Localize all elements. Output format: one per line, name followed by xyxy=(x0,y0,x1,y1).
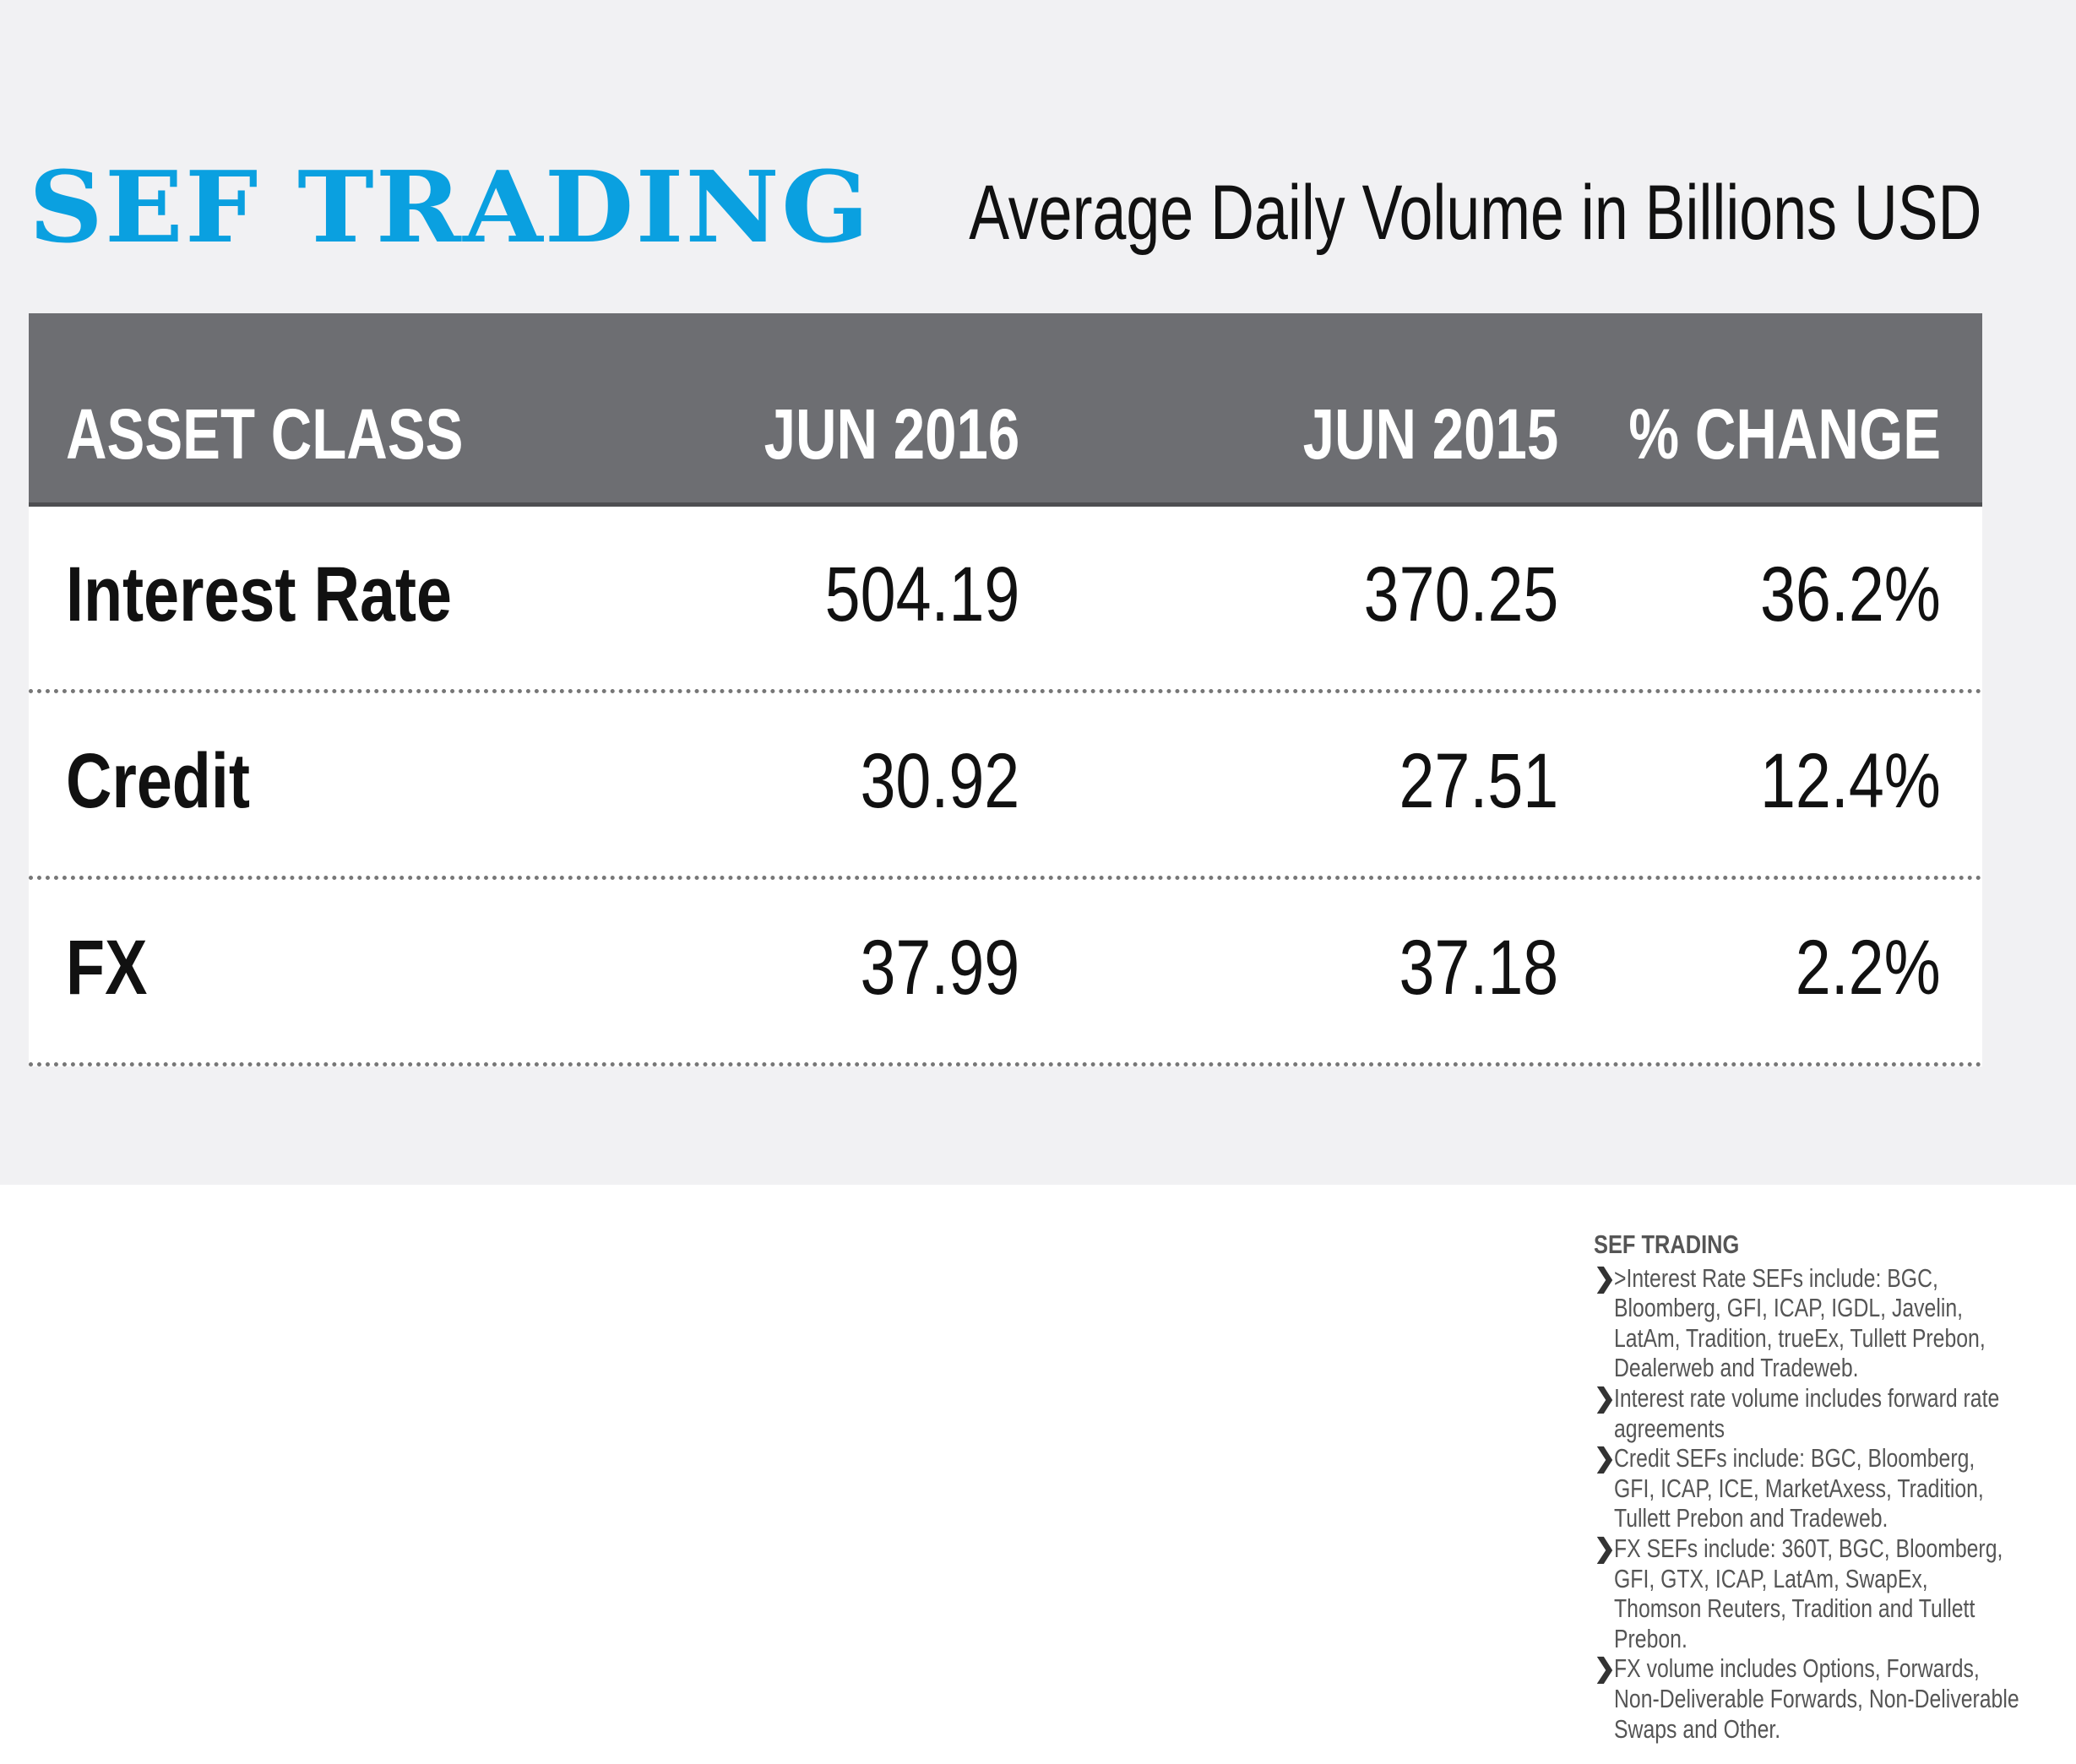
column-header-jun-2016: JUN 2016 xyxy=(764,394,1019,474)
asset-class-cell: Credit xyxy=(66,738,250,824)
table-row: Interest Rate 504.19 370.25 36.2% xyxy=(29,507,1982,693)
footnote-item: ❯ FX SEFs include: 360T, BGC, Bloomberg, … xyxy=(1594,1533,2003,1653)
jun-2015-cell: 27.51 xyxy=(1399,738,1558,824)
chevron-right-icon: ❯ xyxy=(1594,1653,1616,1684)
jun-2016-cell: 37.99 xyxy=(860,925,1019,1011)
column-header-jun-2015: JUN 2015 xyxy=(1302,394,1558,474)
footnote-item: ❯ >Interest Rate SEFs include: BGC, Bloom… xyxy=(1594,1262,1986,1383)
asset-class-cell: Interest Rate xyxy=(66,551,452,638)
jun-2015-cell: 37.18 xyxy=(1399,925,1558,1011)
column-header-pct-change: % CHANGE xyxy=(1628,394,1941,474)
volume-table: ASSET CLASS JUN 2016 JUN 2015 % CHANGE I… xyxy=(29,313,1982,1067)
table-header: ASSET CLASS JUN 2016 JUN 2015 % CHANGE xyxy=(29,313,1982,507)
jun-2015-cell: 370.25 xyxy=(1363,551,1558,638)
page-title: SEF TRADING xyxy=(29,150,872,265)
pct-change-cell: 12.4% xyxy=(1760,738,1941,824)
chevron-right-icon: ❯ xyxy=(1594,1443,1616,1474)
column-header-asset-class: ASSET CLASS xyxy=(66,394,464,474)
pct-change-cell: 2.2% xyxy=(1796,925,1941,1011)
footnote-item: ❯ Credit SEFs include: BGC, Bloomberg, GF… xyxy=(1594,1443,1984,1533)
chevron-right-icon: ❯ xyxy=(1594,1262,1616,1293)
footnotes-heading: SEF TRADING xyxy=(1594,1229,1740,1259)
asset-class-cell: FX xyxy=(66,925,148,1011)
jun-2016-cell: 30.92 xyxy=(860,738,1019,824)
jun-2016-cell: 504.19 xyxy=(824,551,1019,638)
chevron-right-icon: ❯ xyxy=(1594,1382,1616,1413)
footnote-item: ❯ Interest rate volume includes forward r… xyxy=(1594,1382,2000,1443)
footnotes: SEF TRADING ❯ >Interest Rate SEFs include… xyxy=(1594,1229,2033,1744)
page-subtitle: Average Daily Volume in Billions USD xyxy=(968,170,1981,256)
table-row: FX 37.99 37.18 2.2% xyxy=(29,880,1982,1067)
chevron-right-icon: ❯ xyxy=(1594,1533,1616,1563)
footnote-item: ❯ FX volume includes Options, Forwards, N… xyxy=(1594,1653,2019,1744)
table-row: Credit 30.92 27.51 12.4% xyxy=(29,693,1982,880)
pct-change-cell: 36.2% xyxy=(1760,551,1941,638)
